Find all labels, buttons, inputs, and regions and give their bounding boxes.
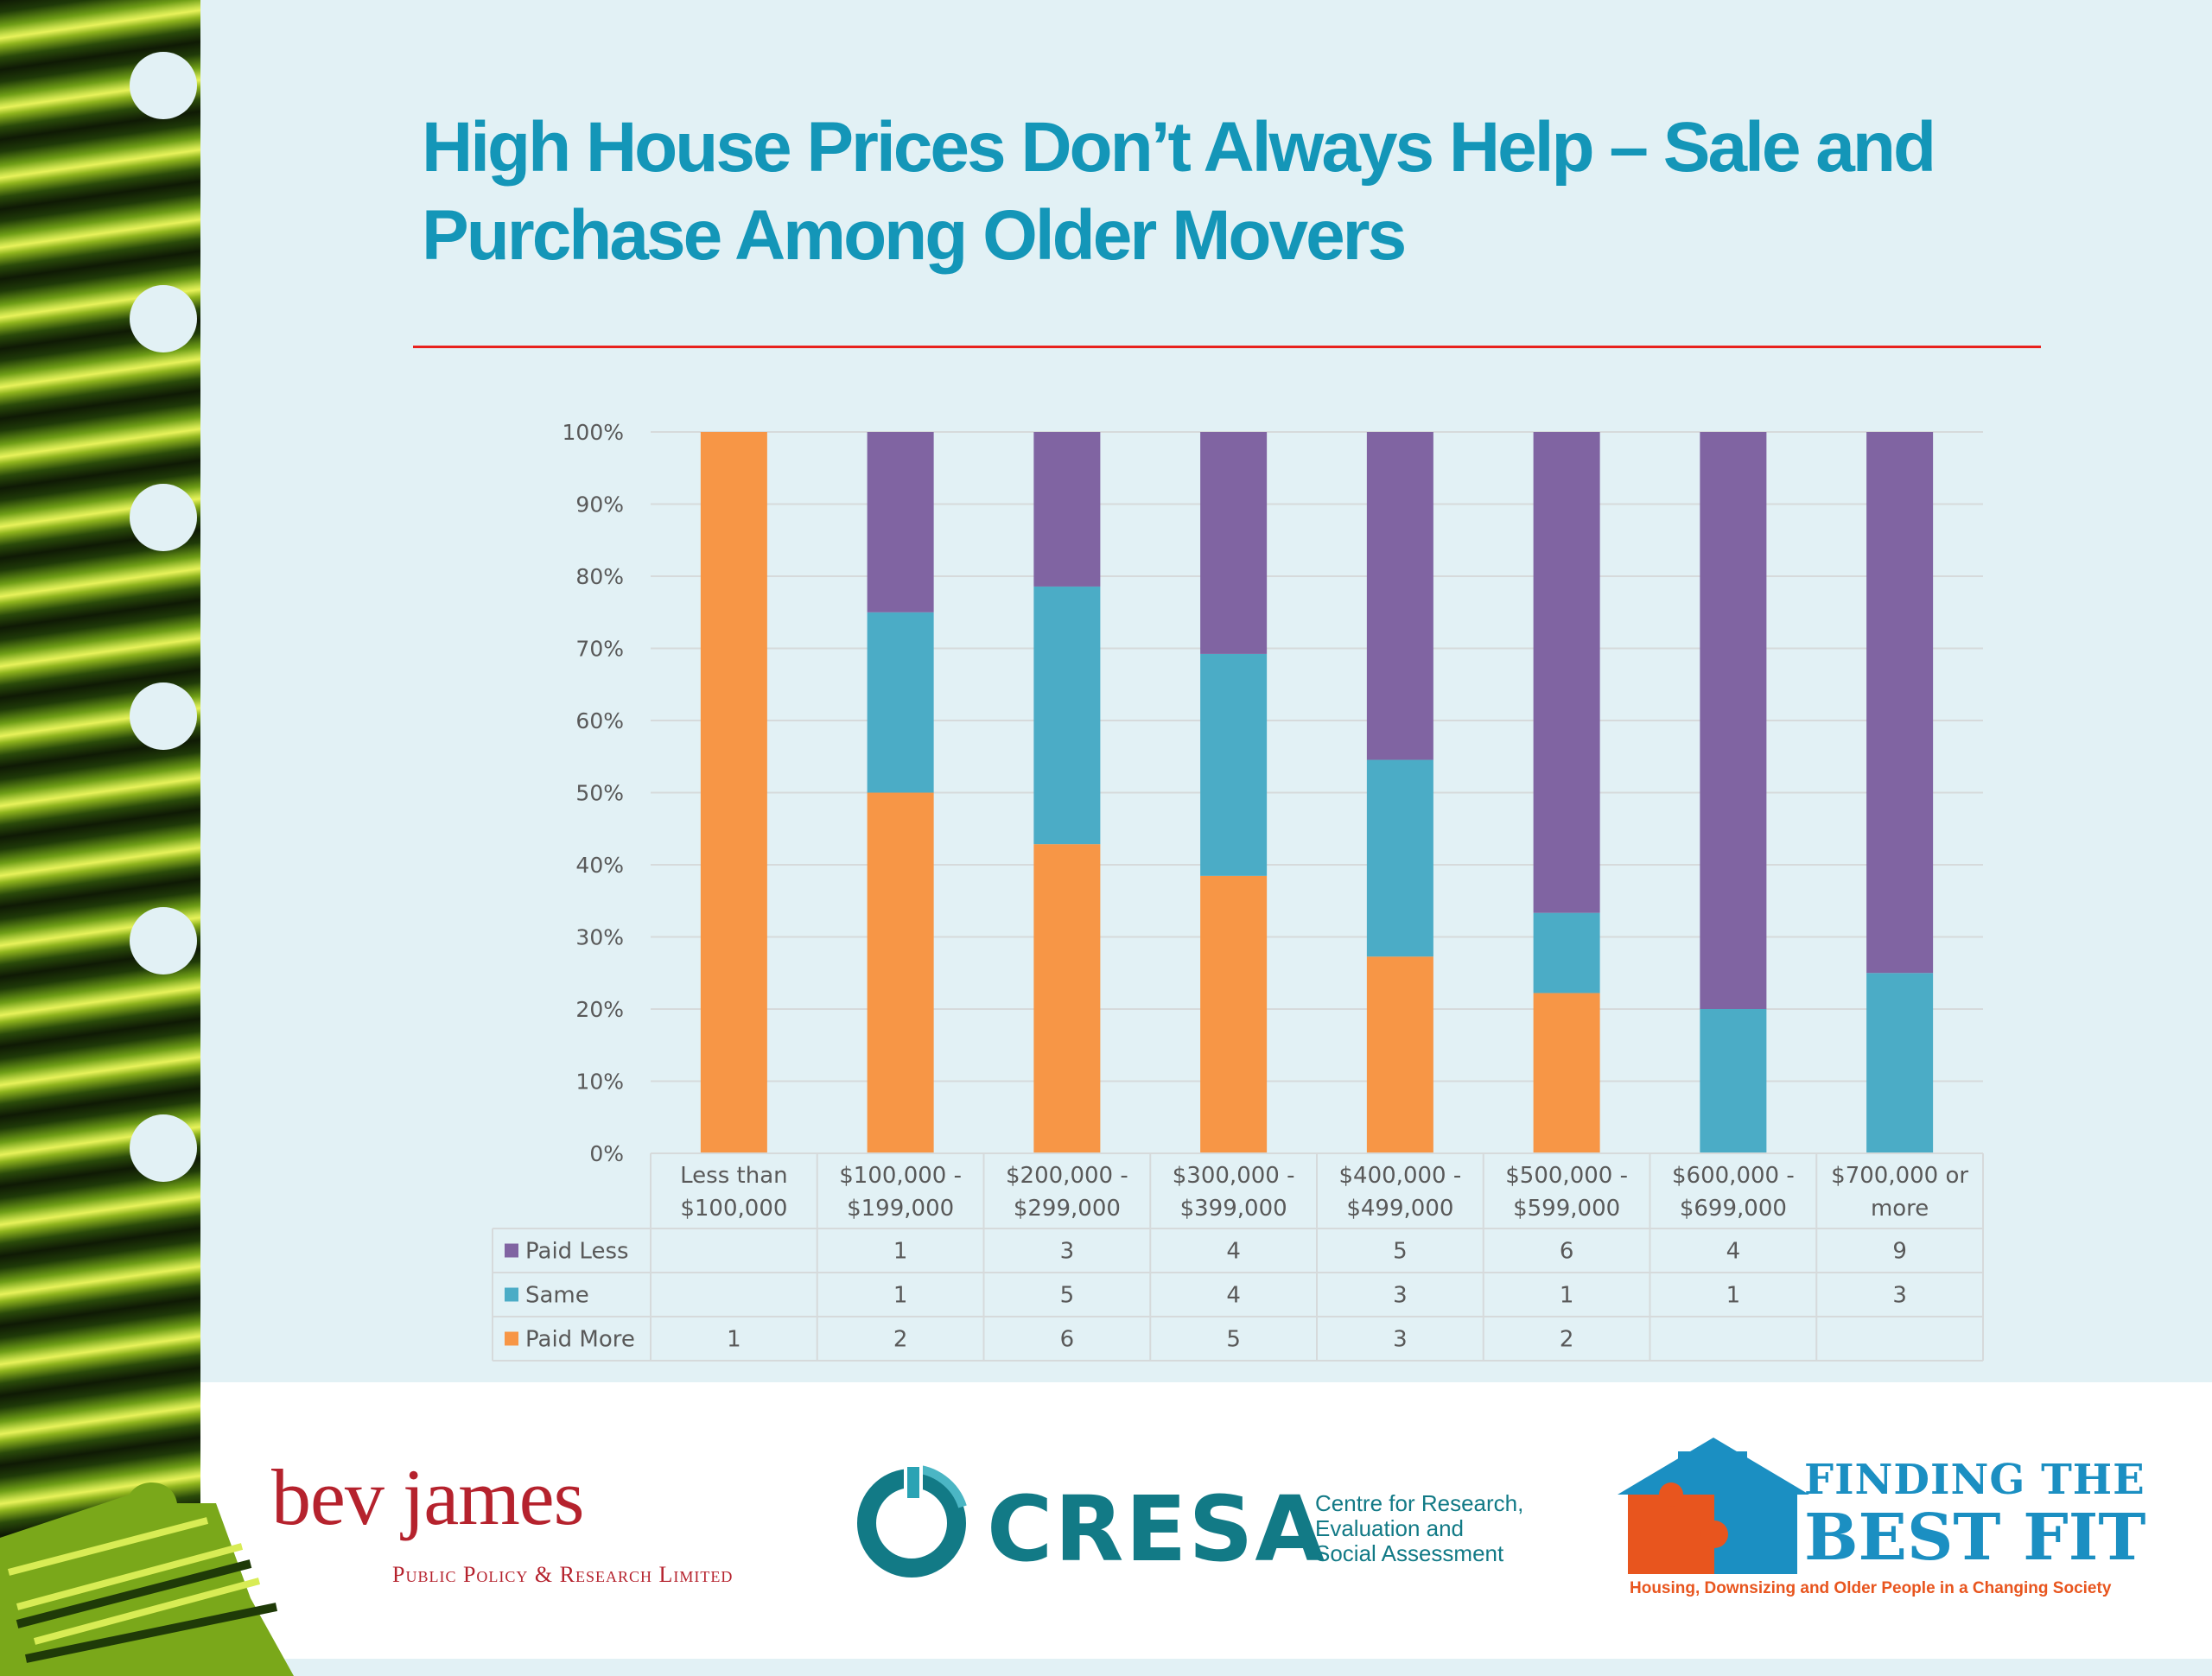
best-fit-tagline: Housing, Downsizing and Older People in … (1630, 1579, 2112, 1597)
category-label: $399,000 (1180, 1196, 1287, 1222)
decorative-leaf-strip (0, 0, 200, 1659)
bar-segment-paid-less (1700, 432, 1767, 1009)
table-value: 1 (1560, 1283, 1574, 1309)
table-value: 1 (1726, 1283, 1741, 1309)
bar-segment-paid-less (1533, 432, 1600, 913)
bar-segment-same (1700, 1009, 1767, 1153)
bar-segment-paid-more (1366, 956, 1433, 1153)
puzzle-notch (130, 1114, 197, 1182)
y-tick-label: 30% (575, 925, 624, 950)
puzzle-notch (130, 484, 197, 551)
cresa-ring-icon (857, 1463, 967, 1578)
title-underline (413, 346, 2041, 348)
table-value: 5 (1226, 1327, 1241, 1353)
bar-segment-same (1866, 973, 1934, 1153)
puzzle-notch (130, 682, 197, 750)
y-tick-label: 0% (589, 1141, 624, 1166)
cresa-desc-line: Social Assessment (1315, 1540, 1504, 1566)
table-value: 4 (1726, 1239, 1741, 1265)
footer-logo-band (200, 1382, 2212, 1659)
y-tick-label: 80% (575, 564, 624, 589)
puzzle-notch (130, 285, 197, 352)
category-label: $700,000 or (1831, 1163, 1968, 1189)
cresa-desc-line: Evaluation and (1315, 1515, 1465, 1541)
category-label: $400,000 - (1339, 1163, 1462, 1189)
legend-key (505, 1243, 518, 1258)
cresa-description: Centre for Research, Evaluation and Soci… (1315, 1491, 1548, 1566)
category-label: $100,000 - (839, 1163, 962, 1189)
category-label: $499,000 (1346, 1196, 1453, 1222)
puzzle-notch (130, 907, 197, 974)
bar-segment-same (1200, 653, 1268, 876)
table-value: 4 (1226, 1239, 1241, 1265)
bar-segment-paid-more (1033, 844, 1101, 1153)
category-label: $300,000 - (1173, 1163, 1295, 1189)
best-fit-logo-line2: BEST FIT (1804, 1501, 2146, 1575)
bar-segment-paid-more (867, 792, 934, 1153)
bar-segment-same (1533, 912, 1600, 994)
y-tick-label: 60% (575, 708, 624, 733)
table-value: 5 (1060, 1283, 1075, 1309)
category-label: more (1871, 1196, 1929, 1222)
bar-segment-paid-less (1200, 432, 1268, 654)
stacked-bar-chart: 0% 10% 20% 30% 40% 50% 60% 70% 80% 90% 100% Less th… (492, 420, 1984, 1362)
category-label: $199,000 (847, 1196, 954, 1222)
category-label: Less than (680, 1163, 787, 1189)
category-label: $500,000 - (1505, 1163, 1628, 1189)
table-value: 5 (1393, 1239, 1408, 1265)
bar-segment-paid-more (1200, 875, 1268, 1153)
legend-key (505, 1331, 518, 1346)
bar-segment-paid-less (1366, 432, 1433, 760)
category-label: $200,000 - (1006, 1163, 1128, 1189)
category-label: $100,000 (680, 1196, 787, 1222)
legend-key (505, 1287, 518, 1302)
table-value: 1 (893, 1283, 908, 1309)
table-value: 1 (727, 1327, 741, 1353)
table-value: 3 (1060, 1239, 1075, 1265)
bev-james-subtitle: Public Policy & Research Limited (392, 1562, 734, 1587)
cresa-logo: CRESA (987, 1476, 1326, 1582)
table-value: 9 (1892, 1239, 1907, 1265)
bar-segment-paid-more (1533, 993, 1600, 1153)
puzzle-piece-icon (0, 1482, 294, 1676)
category-label: $699,000 (1680, 1196, 1787, 1222)
slide-title: High House Prices Don’t Always Help – Sa… (422, 108, 1936, 275)
table-value: 6 (1060, 1327, 1075, 1353)
bar-segment-same (867, 612, 934, 793)
table-value: 4 (1226, 1283, 1241, 1309)
y-tick-label: 100% (563, 420, 624, 445)
cresa-desc-line: Centre for Research, (1315, 1490, 1524, 1516)
table-value: 2 (1560, 1327, 1574, 1353)
y-tick-label: 70% (575, 637, 624, 662)
bar-segment-same (1033, 586, 1101, 845)
bar-segment-paid-less (1866, 432, 1934, 974)
table-value: 1 (893, 1239, 908, 1265)
puzzle-notch (130, 52, 197, 119)
category-label: $600,000 - (1672, 1163, 1795, 1189)
bev-james-logo: bev james (271, 1453, 584, 1541)
y-tick-label: 90% (575, 492, 624, 517)
table-value: 6 (1560, 1239, 1574, 1265)
table-value: 3 (1892, 1283, 1907, 1309)
y-tick-label: 40% (575, 853, 624, 878)
legend-label: Same (525, 1283, 589, 1309)
table-value: 3 (1393, 1327, 1408, 1353)
house-puzzle-icon (1618, 1438, 1809, 1574)
legend-label: Paid Less (525, 1239, 629, 1265)
y-tick-label: 10% (575, 1070, 624, 1095)
category-label: $599,000 (1513, 1196, 1620, 1222)
category-label: $299,000 (1014, 1196, 1121, 1222)
table-value: 2 (893, 1327, 908, 1353)
bar-segment-paid-less (867, 432, 934, 613)
table-value: 3 (1393, 1283, 1408, 1309)
bar-segment-paid-more (700, 432, 767, 1153)
bar-segment-same (1366, 759, 1433, 957)
bar-segment-paid-less (1033, 432, 1101, 587)
y-tick-label: 50% (575, 781, 624, 806)
best-fit-logo-line1: FINDING THE (1804, 1456, 2145, 1504)
legend-label: Paid More (525, 1327, 635, 1353)
y-tick-label: 20% (575, 997, 624, 1022)
